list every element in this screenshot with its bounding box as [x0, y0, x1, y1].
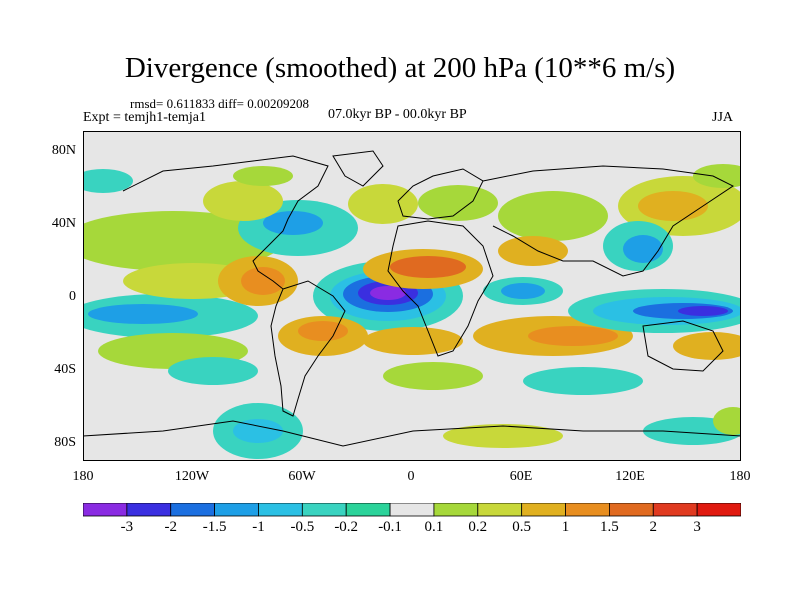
contour-region	[498, 191, 608, 241]
colorbar-label: -3	[120, 519, 134, 535]
south-america-coast	[270, 280, 346, 417]
colorbar-label: 1	[561, 519, 570, 535]
australia-coast	[642, 320, 724, 372]
lon-tick-label: 180	[729, 469, 751, 484]
lon-tick-label: 120E	[615, 469, 645, 484]
lat-tick-label: 40N	[51, 216, 76, 231]
contour-region	[83, 211, 283, 271]
contour-region	[501, 283, 545, 299]
contour-region	[623, 235, 663, 263]
contour-region	[233, 419, 283, 443]
colorbar-label: -0.1	[378, 519, 402, 535]
contour-region	[298, 321, 348, 341]
colorbar-swatch	[126, 503, 172, 517]
lat-tick-label: 80N	[51, 143, 76, 158]
colorbar-swatch	[214, 503, 259, 517]
experiment-label: Expt = temjh1-temja1	[83, 110, 206, 125]
lat-tick-label: 40S	[54, 362, 76, 377]
north-america-coast	[122, 155, 329, 290]
colorbar-label: 1.5	[600, 519, 619, 535]
contour-region	[498, 236, 568, 266]
lat-tick-label: 0	[69, 289, 76, 304]
rmsd-diff-stats: rmsd= 0.611833 diff= 0.00209208	[130, 96, 309, 111]
colorbar-swatch	[609, 503, 654, 517]
figure-title: Divergence (smoothed) at 200 hPa (10**6 …	[124, 52, 676, 84]
colorbar-swatch	[170, 503, 216, 517]
colorbar-swatch	[477, 503, 523, 517]
colorbar-label: -1.5	[202, 519, 227, 535]
colorbar-label: -0.5	[290, 519, 315, 535]
contour-region	[263, 211, 323, 235]
period-label: 07.0kyr BP - 00.0kyr BP	[328, 107, 467, 122]
colorbar-label: 0.2	[468, 519, 488, 535]
contour-region	[203, 181, 283, 221]
contour-region	[233, 166, 293, 186]
lon-tick-label: 60W	[288, 469, 316, 484]
lon-tick-label: 120W	[174, 469, 210, 484]
contour-region	[88, 304, 198, 324]
colorbar-swatch	[345, 503, 391, 517]
africa-coast	[387, 220, 494, 357]
divergence-map	[83, 131, 741, 461]
contour-region	[528, 326, 618, 346]
contour-region	[83, 169, 133, 193]
colorbar	[83, 503, 741, 517]
colorbar-label: 3	[693, 519, 701, 535]
contour-region	[363, 327, 463, 355]
contour-region	[390, 256, 466, 278]
contour-region	[678, 306, 728, 316]
contour-region	[523, 367, 643, 395]
colorbar-swatch	[301, 503, 347, 517]
contour-region	[418, 185, 498, 221]
coastlines	[83, 150, 741, 447]
colorbar-swatch	[696, 503, 741, 517]
contour-region	[241, 267, 285, 295]
europe-coast	[397, 168, 484, 220]
divergence-field	[83, 164, 741, 459]
antarctica-coast	[83, 420, 741, 447]
colorbar-label: -0.2	[334, 519, 359, 535]
colorbar-label: 2	[649, 519, 658, 535]
map-frame	[83, 131, 741, 461]
colorbar-label: -1	[252, 519, 265, 535]
lat-tick-label: 80S	[54, 435, 76, 450]
contour-region	[168, 357, 258, 385]
colorbar-swatch	[433, 503, 479, 517]
colorbar-label: -2	[164, 519, 177, 535]
asia-coast	[482, 165, 734, 277]
contour-region	[383, 362, 483, 390]
colorbar-label: 0.1	[424, 519, 444, 535]
colorbar-label: 0.5	[512, 519, 532, 535]
contour-region	[443, 424, 563, 448]
contour-region	[673, 332, 741, 360]
contour-region	[693, 164, 741, 188]
contour-region	[348, 184, 418, 224]
contour-region	[713, 407, 741, 435]
colorbar-swatch	[521, 503, 566, 517]
contour-region	[370, 286, 406, 300]
colorbar-swatch	[389, 503, 435, 517]
colorbar-swatch	[83, 503, 128, 517]
colorbar-swatch	[652, 503, 698, 517]
colorbar-swatch	[258, 503, 303, 517]
lon-tick-label: 60E	[509, 469, 533, 484]
lon-tick-label: 180	[72, 469, 94, 484]
greenland-coast	[332, 150, 384, 187]
contour-region	[638, 191, 708, 221]
colorbar-swatch	[565, 503, 610, 517]
season-label: JJA	[712, 110, 734, 125]
lon-tick-label: 0	[407, 469, 415, 484]
